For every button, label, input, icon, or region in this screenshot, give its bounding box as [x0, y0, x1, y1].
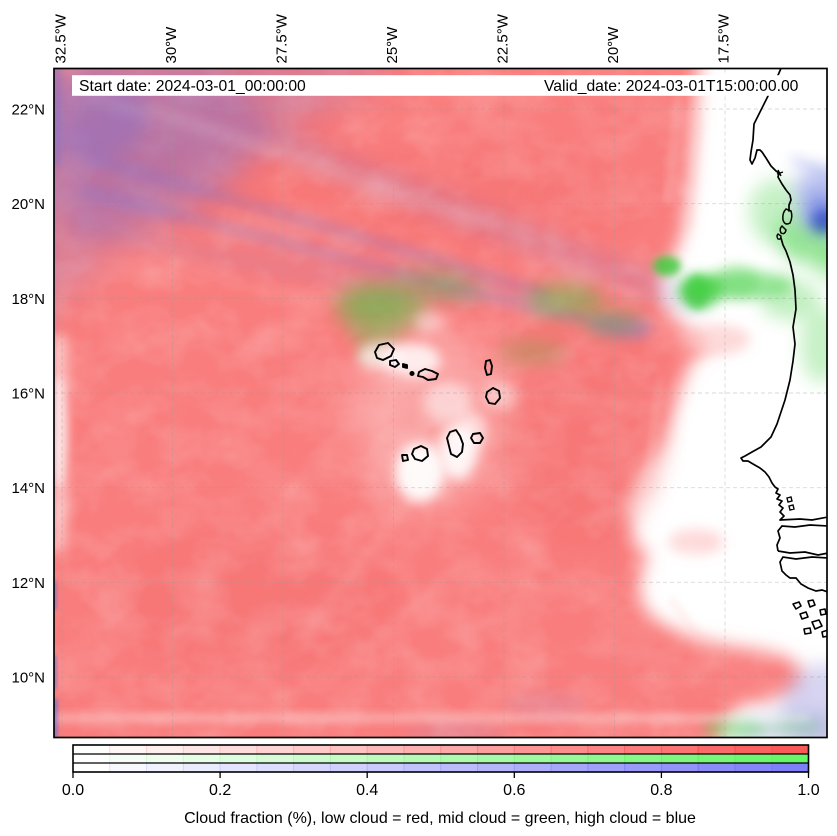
svg-text:0.4: 0.4 — [356, 782, 378, 799]
svg-text:32.5°W: 32.5°W — [53, 13, 70, 63]
svg-text:0.2: 0.2 — [209, 782, 231, 799]
svg-text:22.5°W: 22.5°W — [495, 13, 512, 63]
svg-text:16°N: 16°N — [11, 386, 45, 403]
svg-text:22°N: 22°N — [11, 102, 45, 119]
svg-text:20°W: 20°W — [605, 26, 622, 64]
svg-text:27.5°W: 27.5°W — [274, 13, 291, 63]
svg-text:17.5°W: 17.5°W — [716, 13, 733, 63]
svg-text:30°W: 30°W — [163, 26, 180, 64]
svg-text:20°N: 20°N — [11, 196, 45, 213]
svg-text:12°N: 12°N — [11, 575, 45, 592]
svg-text:0.6: 0.6 — [503, 782, 525, 799]
svg-text:Cloud fraction (%), low cloud: Cloud fraction (%), low cloud = red, mid… — [184, 810, 696, 827]
svg-text:0.0: 0.0 — [62, 782, 84, 799]
svg-text:1.0: 1.0 — [797, 782, 819, 799]
svg-text:14°N: 14°N — [11, 480, 45, 497]
svg-text:Valid_date: 2024-03-01T15:00:0: Valid_date: 2024-03-01T15:00:00.00 — [544, 78, 799, 95]
svg-text:10°N: 10°N — [11, 670, 45, 687]
svg-text:25°W: 25°W — [384, 26, 401, 64]
svg-text:0.8: 0.8 — [650, 782, 672, 799]
svg-text:Start date: 2024-03-01_00:00:0: Start date: 2024-03-01_00:00:00 — [79, 78, 306, 95]
svg-text:18°N: 18°N — [11, 291, 45, 308]
